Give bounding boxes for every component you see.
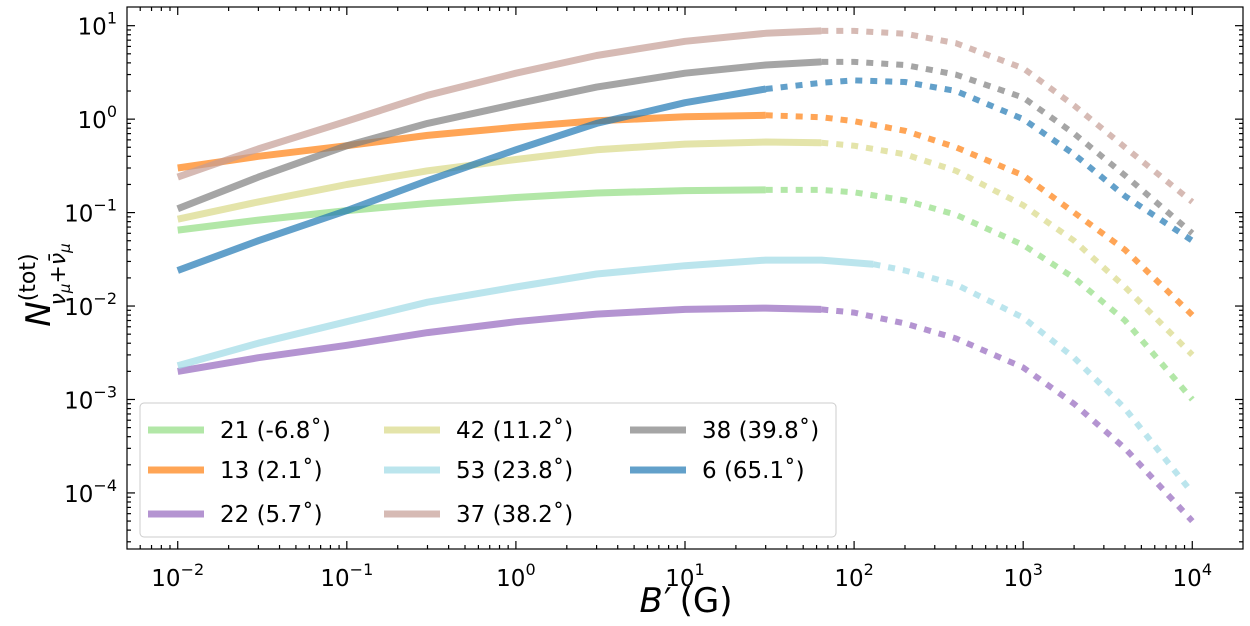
y-axis-label: N(tot) νμ+ν̄μ — [16, 243, 74, 326]
series-0-solid-line — [177, 186, 766, 234]
legend-box — [139, 402, 837, 538]
series-0-dotted-line — [765, 186, 1195, 402]
series-2-solid-line — [177, 304, 822, 375]
y-tick-label: 101 — [78, 9, 117, 41]
legend-label: 22 (5.7˚) — [220, 501, 323, 528]
x-tick-label: 103 — [1003, 560, 1042, 592]
series-3-solid-line — [176, 138, 822, 223]
series-2-dotted-line — [821, 306, 1195, 524]
x-tick-label: 104 — [1173, 560, 1212, 592]
series-1-dotted-line — [765, 112, 1195, 318]
plot-lines — [176, 27, 1195, 524]
y-tick-label: 10−3 — [64, 382, 117, 414]
legend-label: 21 (-6.8˚) — [220, 417, 331, 444]
x-axis-label: B′ (G) — [640, 581, 733, 621]
legend-label: 13 (2.1˚) — [220, 457, 323, 484]
legend-label: 6 (65.1˚) — [702, 457, 805, 484]
series-7-solid-line — [176, 85, 767, 274]
y-tick-label: 100 — [78, 102, 117, 134]
tick-labels: 10−2 10−1 100 101 102 103 104 10−4 10−3 10−2 10−1 1… — [64, 9, 1212, 592]
y-tick-label: 10−4 — [64, 476, 117, 508]
legend-label: 37 (38.2˚) — [456, 501, 573, 528]
legend-label: 53 (23.8˚) — [456, 457, 573, 484]
series-5-solid-line — [176, 27, 822, 181]
x-tick-label: 10−1 — [320, 560, 373, 592]
legend-label: 38 (39.8˚) — [702, 417, 819, 444]
legend-entries: 21 (-6.8˚) 13 (2.1˚) 22 (5.7˚) 42 (11.2˚) 53… — [148, 417, 819, 528]
x-tick-label: 101 — [665, 560, 704, 592]
series-6-solid-line — [176, 58, 822, 212]
x-tick-label: 100 — [496, 560, 535, 592]
series-3-dotted-line — [821, 139, 1195, 358]
series-4-solid-line — [176, 256, 874, 370]
series-6-dotted-line — [821, 58, 1195, 236]
legend: 21 (-6.8˚) 13 (2.1˚) 22 (5.7˚) 42 (11.2˚) 53… — [139, 402, 837, 538]
y-tick-label: 10−1 — [64, 196, 117, 228]
x-tick-label: 102 — [834, 560, 873, 592]
x-tick-label: 10−2 — [151, 560, 204, 592]
series-7-dotted-line — [765, 77, 1194, 244]
series-4-dotted-line — [872, 261, 1195, 495]
series-5-dotted-line — [821, 27, 1195, 205]
series-1-solid-line — [177, 111, 766, 172]
legend-label: 42 (11.2˚) — [456, 417, 573, 444]
y-tick-label: 10−2 — [64, 289, 117, 321]
ticks — [127, 7, 1243, 549]
